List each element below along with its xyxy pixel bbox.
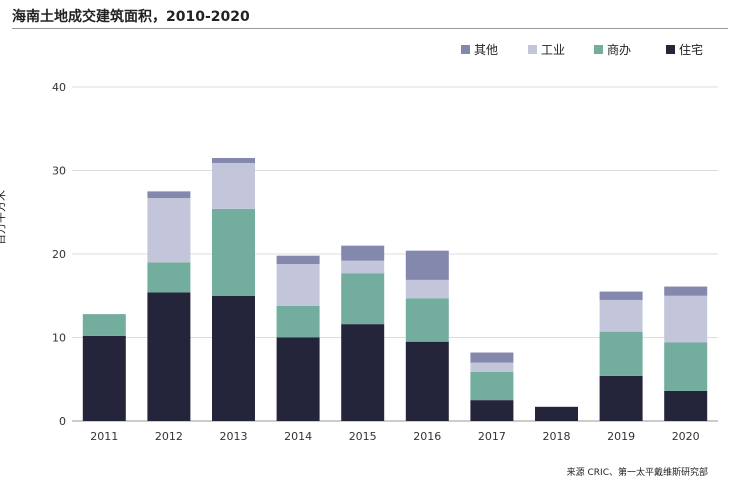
bar-segment — [341, 324, 385, 421]
bar-segment — [276, 255, 320, 265]
x-tick-label: 2012 — [155, 430, 183, 443]
bar-segment — [212, 208, 255, 296]
y-tick-label: 10 — [52, 332, 66, 345]
bar-segment — [147, 292, 191, 421]
bar-segment — [82, 335, 126, 421]
bar-segment — [535, 406, 578, 421]
bar-segment — [470, 400, 514, 421]
y-tick-label: 20 — [52, 248, 66, 261]
x-tick-label: 2020 — [672, 430, 700, 443]
bar-segment — [276, 264, 320, 306]
x-tick-label: 2018 — [543, 430, 571, 443]
bar-segment — [341, 273, 385, 325]
legend-swatch — [528, 45, 537, 54]
legend-label: 商办 — [607, 42, 631, 57]
bar-segment — [212, 157, 255, 163]
bar-segment — [147, 191, 191, 199]
bar-segment — [599, 375, 643, 421]
bar-segment — [664, 286, 708, 296]
x-tick-label: 2014 — [284, 430, 312, 443]
legend-label: 工业 — [541, 43, 565, 57]
bar-segment — [147, 198, 191, 263]
x-tick-label: 2019 — [607, 430, 635, 443]
bar-segment — [470, 371, 514, 401]
x-tick-label: 2013 — [220, 430, 248, 443]
bar-segment — [664, 295, 708, 343]
x-tick-label: 2016 — [413, 430, 441, 443]
bars — [82, 157, 708, 421]
bar-segment — [212, 295, 255, 421]
bar-segment — [276, 305, 320, 338]
bar-segment — [341, 260, 385, 274]
legend-swatch — [666, 45, 675, 54]
y-tick-labels: 0 10 20 30 40 — [52, 81, 66, 428]
bar-segment — [664, 342, 708, 391]
bar-segment — [405, 279, 449, 299]
y-tick-label: 30 — [52, 165, 66, 178]
bar-segment — [599, 299, 643, 332]
source-note: 来源 CRIC、第一太平戴维斯研究部 — [566, 468, 708, 478]
x-tick-label: 2011 — [90, 430, 118, 443]
bar-segment — [470, 352, 514, 363]
y-tick-label: 40 — [52, 81, 66, 94]
bar-segment — [147, 262, 191, 293]
legend-swatch — [461, 45, 470, 54]
x-tick-labels: 2011 2012 2013 2014 2015 2016 2017 2018 2019 2020 — [90, 430, 699, 443]
y-tick-label: 0 — [59, 415, 66, 428]
bar-segment — [405, 250, 449, 280]
title-divider — [12, 28, 728, 29]
bar-segment — [405, 341, 449, 421]
bar-segment — [599, 331, 643, 376]
bar-segment — [664, 390, 708, 421]
bar-segment — [599, 291, 643, 300]
bar-segment — [470, 362, 514, 372]
bar-segment — [341, 245, 385, 261]
legend-label: 住宅 — [679, 42, 703, 57]
chart-title: 海南土地成交建筑面积，2010-2020 — [12, 9, 250, 25]
legend: 其他 工业 商办 住宅 — [461, 42, 703, 57]
x-tick-label: 2017 — [478, 430, 506, 443]
bar-segment — [276, 337, 320, 421]
bar-segment — [405, 298, 449, 342]
bar-segment — [212, 162, 255, 209]
legend-label: 其他 — [474, 43, 498, 57]
legend-swatch — [594, 45, 603, 54]
bar-segment — [82, 314, 126, 336]
x-tick-label: 2015 — [349, 430, 377, 443]
